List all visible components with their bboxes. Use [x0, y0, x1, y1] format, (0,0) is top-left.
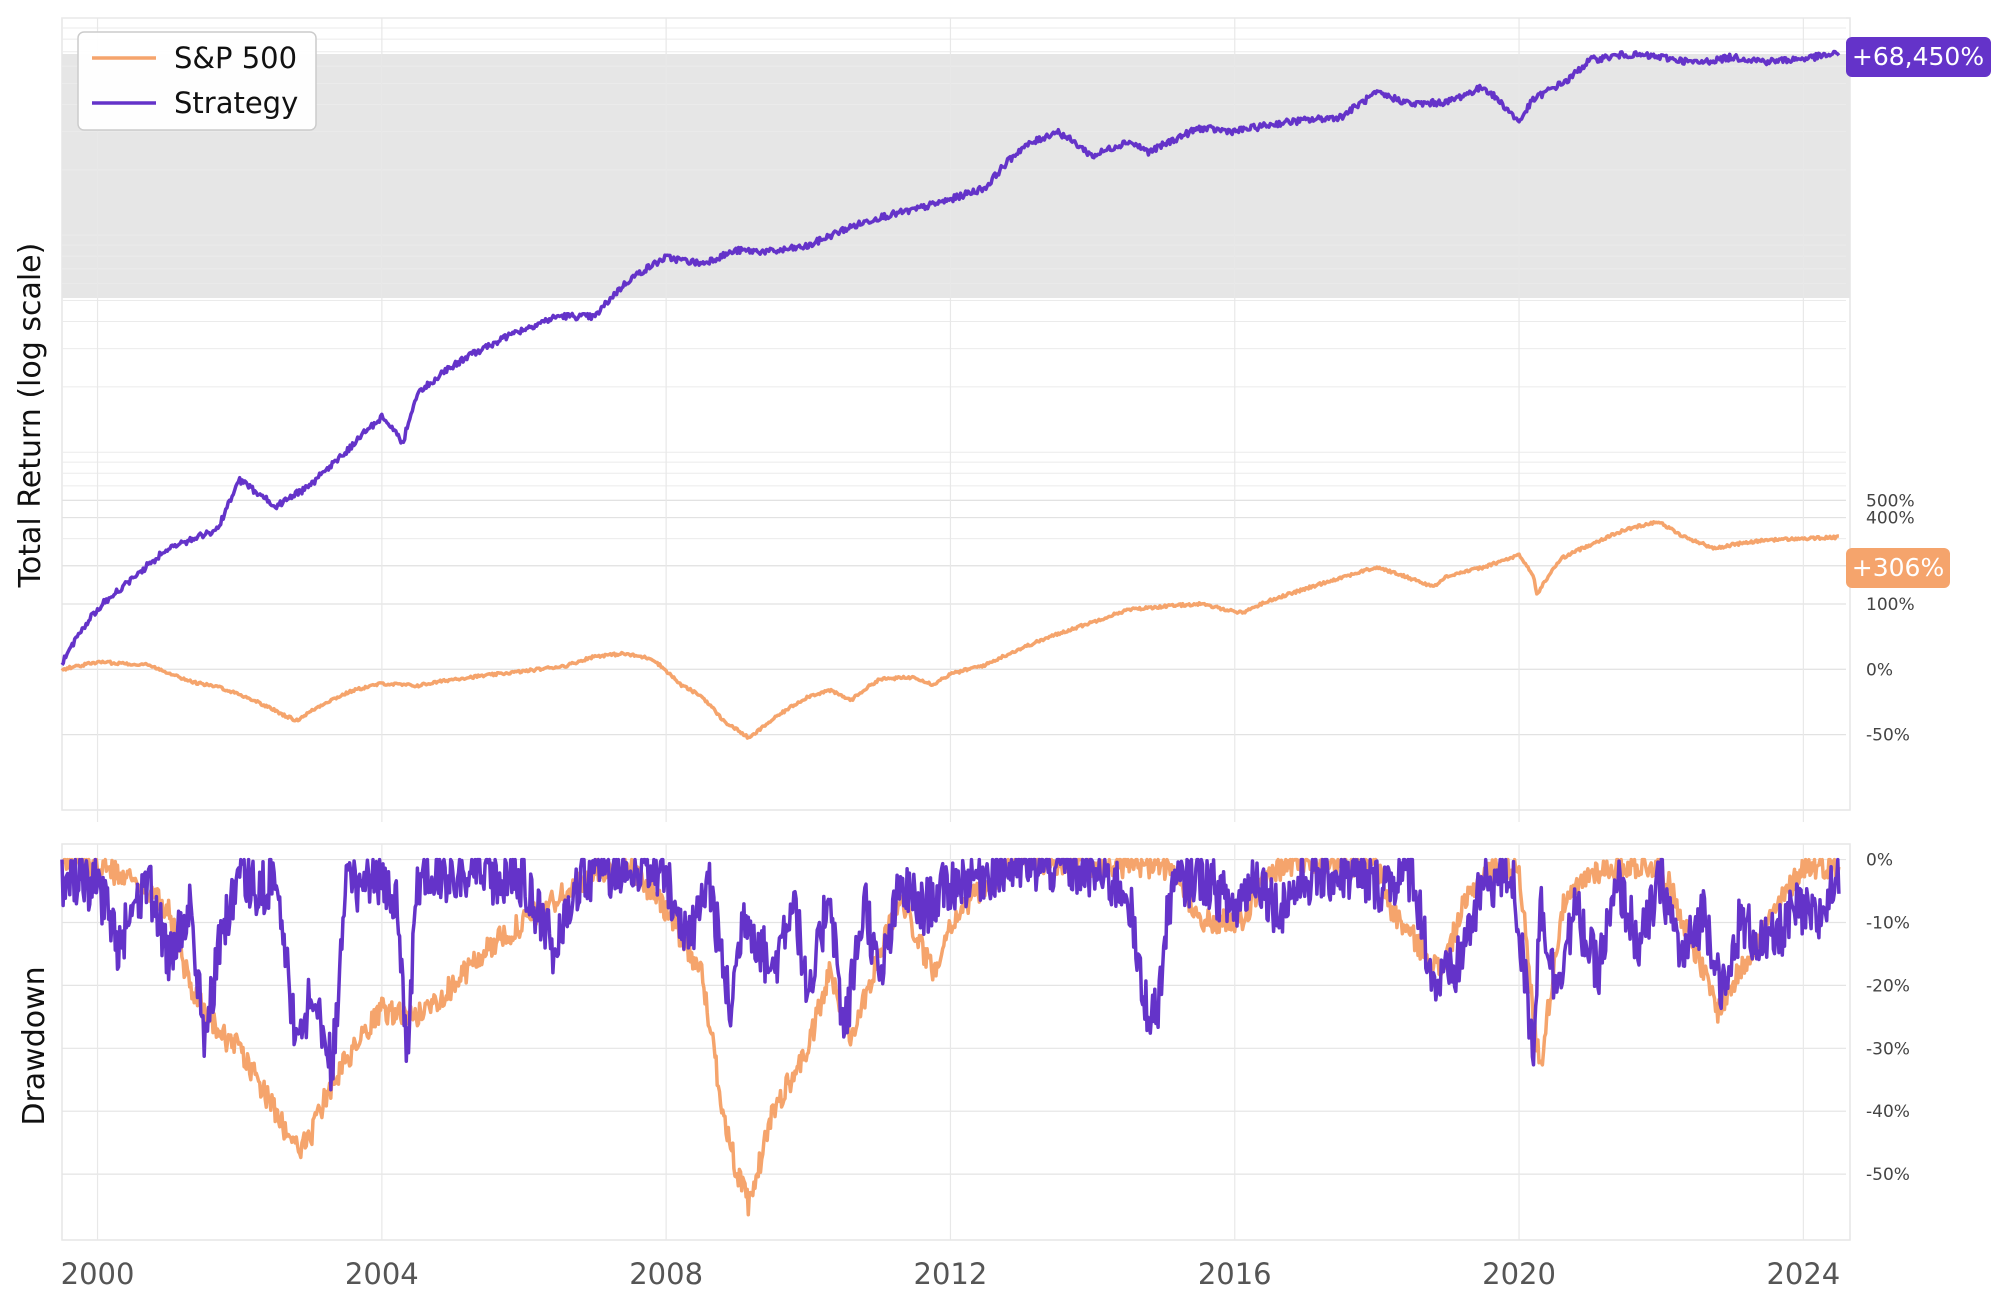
- end-value-labels: +68,450% +306%: [1846, 37, 1991, 588]
- drawdown-y-tick-label: -30%: [1866, 1039, 1910, 1059]
- x-axis-tick-label: 2000: [61, 1257, 135, 1291]
- drawdown-y-axis-label: Drawdown: [17, 966, 52, 1125]
- total-return-shaded-band: [62, 54, 1850, 298]
- total-return-y-tick-label: 100%: [1866, 595, 1915, 615]
- strategy-end-label-box: [1846, 37, 1991, 77]
- total-return-y-axis-label: Total Return (log scale): [13, 243, 48, 589]
- legend-label-sp500: S&P 500: [174, 41, 297, 75]
- strategy-end-label: +68,450%: [1852, 42, 1984, 71]
- total-return-y-tick-labels: -50%0%100%200%400%500%: [1866, 491, 1915, 745]
- x-axis-tick-label: 2012: [914, 1257, 988, 1291]
- total-return-series-lines: [60, 49, 1841, 740]
- x-axis-tick-label: 2004: [345, 1257, 419, 1291]
- total-return-y-tick-label: 500%: [1866, 491, 1915, 511]
- sp500-end-label: +306%: [1852, 553, 1944, 582]
- x-axis-tick-labels: 2000 2004 2008 2012 2016 2020 2024: [61, 1257, 1841, 1291]
- x-axis-tick-label: 2024: [1766, 1257, 1840, 1291]
- legend: S&P 500 Strategy: [77, 31, 317, 131]
- sp500-end-label-box: [1846, 548, 1950, 588]
- drawdown-y-tick-label: -40%: [1866, 1102, 1910, 1122]
- total-return-y-gridlines: [62, 17, 1846, 736]
- drawdown-y-tick-label: -10%: [1866, 913, 1910, 933]
- total-return-panel: -50%0%100%200%400%500% Total Return (log…: [13, 17, 1991, 822]
- total-return-x-gridlines: [96, 18, 1804, 822]
- x-axis-tick-label: 2008: [629, 1257, 703, 1291]
- x-axis-tick-label: 2020: [1482, 1257, 1556, 1291]
- drawdown-panel: 0% -10% -20% -30% -40% -50% Drawdown: [17, 843, 1910, 1241]
- legend-label-strategy: Strategy: [174, 86, 298, 120]
- total-return-line-strategy: [60, 49, 1841, 666]
- total-return-y-tick-label: 0%: [1866, 660, 1893, 680]
- drawdown-line-strategy: [60, 857, 1841, 1092]
- drawdown-y-tick-label: -20%: [1866, 976, 1910, 996]
- drawdown-y-tick-label: 0%: [1866, 851, 1893, 871]
- drawdown-line-sp500: [60, 857, 1841, 1217]
- total-return-y-tick-label: -50%: [1866, 726, 1910, 746]
- x-axis-tick-label: 2016: [1198, 1257, 1272, 1291]
- drawdown-series-lines: [60, 857, 1841, 1217]
- drawdown-y-tick-label: -50%: [1866, 1165, 1910, 1185]
- total-return-y-tick-label: 400%: [1866, 509, 1915, 529]
- total-return-line-sp500: [60, 520, 1840, 740]
- drawdown-y-tick-labels: 0% -10% -20% -30% -40% -50%: [1866, 851, 1910, 1186]
